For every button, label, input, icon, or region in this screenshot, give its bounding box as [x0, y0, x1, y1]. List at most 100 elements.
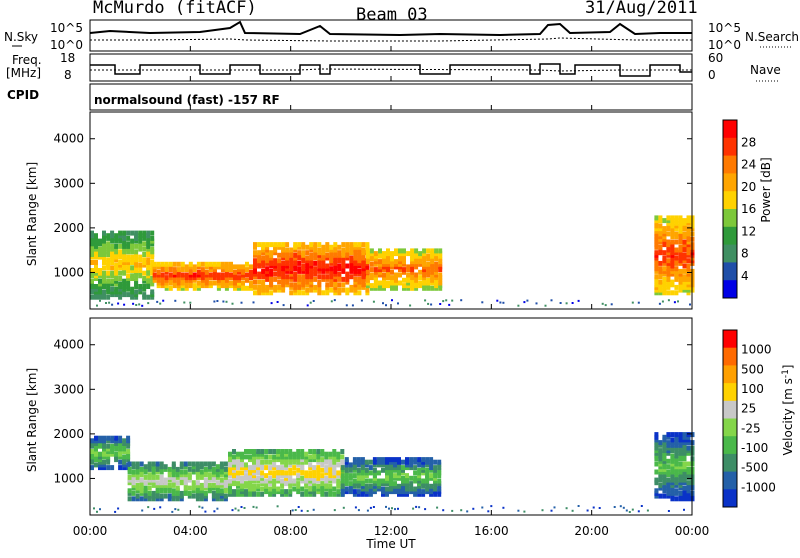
vel-cbar-tick-7: -1000 — [741, 480, 776, 494]
velocity-ylabel: Slant Range [km] — [25, 368, 39, 472]
nave-label: Nave — [750, 63, 781, 77]
freq-panel: Freq. [MHz] 18 8 60 0 Nave CPID — [6, 51, 781, 102]
data-region-1 — [127, 461, 228, 502]
near-range-speckle — [93, 505, 685, 513]
vel-cbar-tick-5: -100 — [741, 441, 768, 455]
vel-cbar-swatch-1 — [723, 347, 737, 366]
y-tick-label-2: 3000 — [53, 176, 84, 190]
vel-cbar-frame — [722, 329, 738, 508]
freq-label-2: [MHz] — [6, 66, 41, 80]
y-tick-label-1: 2000 — [53, 221, 84, 235]
freq-tick-low: 8 — [64, 68, 72, 82]
power-panel: 1000 2000 3000 4000 Slant Range [km] 28 24 20… — [25, 111, 773, 310]
x-tick-label-6: 00:00 — [675, 524, 710, 538]
power-cbar-label: Power [dB] — [759, 157, 773, 222]
power-cbar-swatch-1 — [723, 137, 737, 157]
noise-right-tick-low: 10^0 — [708, 38, 741, 52]
x-tick-label-5: 20:00 — [574, 524, 609, 538]
velocity-cbar-label: Velocity [m s-1] — [781, 365, 795, 456]
vel-cbar-tick-3: 25 — [741, 402, 756, 416]
beam-title: Beam 03 — [356, 5, 428, 25]
data-region-0 — [90, 230, 155, 300]
power-cbar-swatch-6 — [723, 226, 737, 246]
vel-cbar-swatch-5 — [723, 418, 737, 437]
data-region-0 — [90, 435, 131, 471]
vel-cbar-swatch-2 — [723, 365, 737, 384]
data-region-1 — [152, 261, 253, 291]
x-tick-label-2: 08:00 — [273, 524, 308, 538]
power-cbar-swatch-5 — [723, 209, 737, 228]
vel-cbar-swatch-8 — [723, 471, 737, 490]
vel-cbar-swatch-6 — [723, 436, 737, 455]
y-tick-label-2: 3000 — [53, 382, 84, 396]
date-title: 31/Aug/2011 — [585, 0, 698, 18]
velocity-colorbar: 1000 500 100 25 -25 -100 -500 -1000 — [722, 329, 776, 508]
vel-cbar-swatch-4 — [723, 400, 737, 419]
power-cbar-swatch-4 — [723, 191, 737, 210]
y-tick-label-3: 4000 — [53, 338, 84, 352]
power-cbar-tick-5: 8 — [741, 247, 749, 261]
power-cbar-tick-3: 16 — [741, 202, 756, 216]
data-region-3 — [340, 457, 442, 497]
power-cbar-swatch-0 — [723, 120, 737, 139]
power-cbar-swatch-8 — [723, 262, 737, 281]
noise-search-line — [90, 37, 692, 42]
vel-cbar-tick-6: -500 — [741, 461, 768, 475]
noise-left-tick-low: 10^0 — [50, 38, 83, 52]
vel-cbar-tick-1: 500 — [741, 362, 764, 376]
x-tick-label-0: 00:00 — [73, 524, 108, 538]
data-region-4 — [654, 432, 695, 502]
nave-line — [90, 68, 692, 72]
y-tick-label-0: 1000 — [53, 471, 84, 485]
vel-cbar-swatch-3 — [723, 383, 737, 402]
power-cbar-swatch-9 — [723, 280, 737, 299]
power-cbar-tick-2: 20 — [741, 180, 756, 194]
noise-panel: N.Sky 10^5 10^0 10^5 10^0 N.Search — [4, 19, 799, 52]
time-axis-ticks: 00:00 04:00 08:00 12:00 16:00 20:00 00:00 — [73, 46, 710, 538]
power-ylabel: Slant Range [km] — [25, 162, 39, 266]
velocity-y-ticks: 1000 2000 3000 4000 — [53, 338, 692, 485]
vel-cbar-swatch-7 — [723, 453, 737, 473]
station-title: McMurdo (fitACF) — [93, 0, 257, 18]
noise-search-label: N.Search — [745, 30, 799, 44]
vel-cbar-tick-2: 100 — [741, 382, 764, 396]
power-colorbar: 28 24 20 16 12 8 4 — [722, 119, 756, 299]
freq-label-1: Freq. — [12, 53, 42, 67]
cpid-label: CPID — [7, 88, 39, 102]
data-region-3 — [365, 248, 443, 291]
x-tick-label-3: 12:00 — [374, 524, 409, 538]
power-y-ticks: 1000 2000 3000 4000 — [53, 132, 692, 279]
noise-sky-line — [89, 20, 692, 37]
y-tick-label-0: 1000 — [53, 265, 84, 279]
freq-line — [90, 63, 692, 77]
power-cbar-swatch-2 — [723, 155, 737, 174]
y-tick-label-1: 2000 — [53, 427, 84, 441]
velocity-data-layer — [90, 432, 695, 513]
power-cbar-swatch-7 — [723, 244, 737, 263]
cpid-mode: normalsound (fast) -157 RF — [94, 93, 280, 107]
x-tick-label-1: 04:00 — [173, 524, 208, 538]
nave-tick-low: 0 — [708, 68, 716, 82]
power-cbar-frame — [722, 119, 738, 299]
vel-cbar-swatch-0 — [723, 330, 737, 349]
vel-cbar-swatch-9 — [723, 489, 737, 508]
power-cbar-tick-0: 28 — [741, 135, 756, 149]
data-region-2 — [228, 449, 345, 497]
near-range-speckle — [96, 299, 691, 307]
data-region-2 — [253, 242, 370, 296]
freq-tick-high: 18 — [60, 51, 75, 65]
noise-sky-label: N.Sky — [4, 30, 38, 44]
noise-right-tick-high: 10^5 — [708, 21, 741, 35]
x-tick-label-4: 16:00 — [474, 524, 509, 538]
power-cbar-tick-1: 24 — [741, 158, 756, 172]
y-tick-label-3: 4000 — [53, 132, 84, 146]
vel-cbar-tick-4: -25 — [741, 421, 761, 435]
nave-tick-high: 60 — [708, 51, 723, 65]
power-data-layer — [90, 215, 695, 307]
noise-left-tick-high: 10^5 — [50, 21, 83, 35]
power-cbar-swatch-3 — [723, 173, 737, 192]
vel-cbar-tick-0: 1000 — [741, 343, 772, 357]
power-cbar-tick-6: 4 — [741, 269, 749, 283]
velocity-panel: 1000 2000 3000 4000 Slant Range [km] 1000 50… — [25, 317, 795, 516]
time-axis-label: Time UT — [365, 537, 416, 551]
